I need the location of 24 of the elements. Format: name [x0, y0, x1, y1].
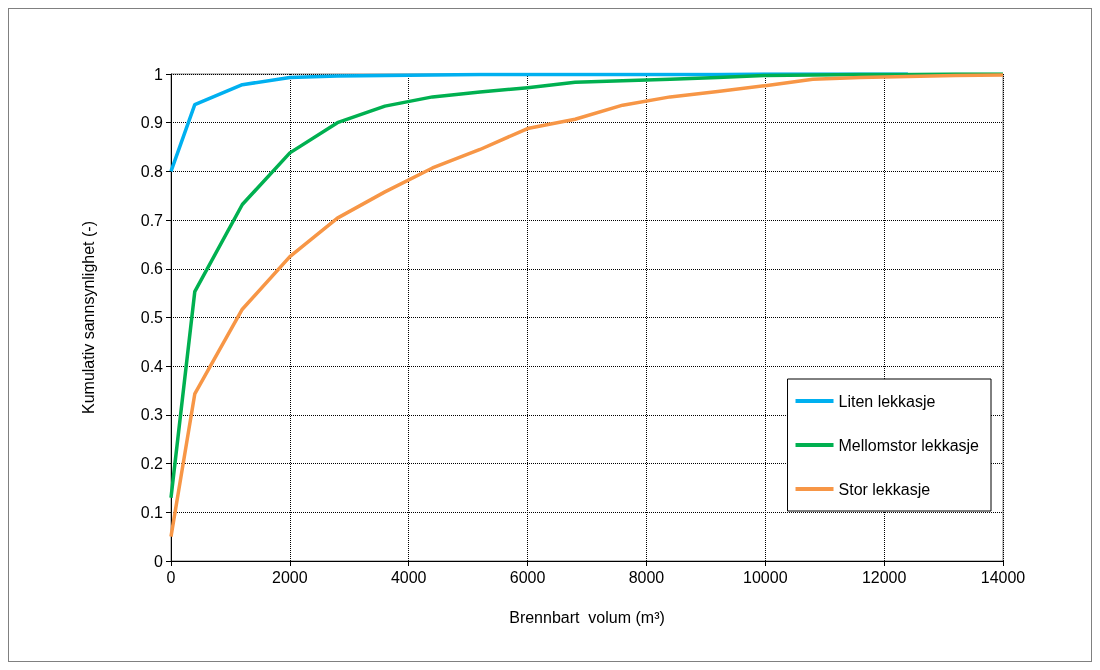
y-axis-title: Kumulativ sannsynlighet (-): [79, 221, 97, 414]
y-tick-label: 0.2: [140, 455, 164, 473]
x-tick-label: 10000: [743, 568, 788, 586]
legend-label: Mellomstor lekkasje: [838, 436, 980, 454]
y-tick-label: 0.5: [140, 309, 164, 326]
y-tick-label: 0.1: [140, 503, 164, 521]
x-axis-title: Brennbart volum (m³): [509, 608, 665, 626]
y-tick-label: 0.3: [140, 406, 164, 424]
x-tick-label: 4000: [390, 568, 427, 586]
y-tick-label: 1: [154, 65, 164, 83]
x-tick-label: 8000: [628, 568, 665, 586]
x-tick-label: 0: [166, 568, 176, 586]
y-tick-label: 0.4: [140, 357, 164, 375]
legend-label: Stor lekkasje: [838, 480, 931, 498]
x-tick-label: 12000: [861, 568, 907, 586]
x-tick-label: 14000: [980, 568, 1026, 586]
y-tick-label: 0.7: [140, 211, 164, 229]
x-tick-label: 6000: [509, 568, 546, 586]
y-tick-label: 0.9: [140, 114, 164, 132]
x-tick-label: 2000: [272, 568, 308, 586]
y-tick-label: 0.6: [140, 260, 164, 278]
y-tick-label: 0: [154, 552, 164, 570]
y-tick-label: 0.8: [140, 162, 164, 180]
legend-label: Liten lekkasje: [838, 392, 936, 410]
